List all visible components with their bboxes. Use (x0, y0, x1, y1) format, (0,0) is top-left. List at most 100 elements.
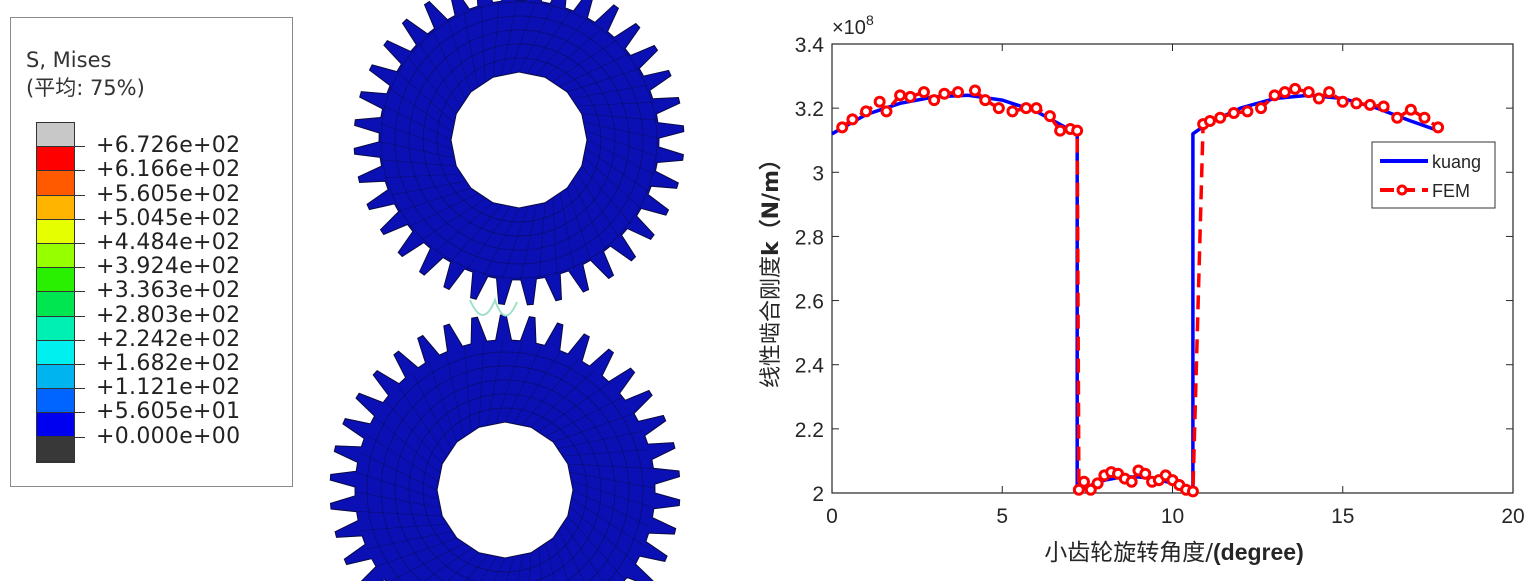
colorbar-tick (73, 339, 85, 341)
series-fem-marker (904, 90, 917, 103)
series-fem-marker (846, 113, 859, 126)
colorbar-level-label: +3.363e+02 (96, 278, 241, 304)
colorbar-tick (73, 243, 85, 244)
series-fem-marker (1043, 110, 1056, 123)
series-fem-marker (1404, 103, 1417, 116)
colorbar-swatch (37, 316, 74, 341)
series-fem-marker (1139, 467, 1152, 480)
upper-gear (353, 0, 685, 306)
colorbar-swatch (37, 219, 74, 244)
colorbar-level-label: +4.484e+02 (96, 230, 241, 255)
legend-title-averaging: (平均: 75%) (26, 76, 145, 100)
series-fem-marker (1203, 114, 1216, 127)
colorbar-tick (73, 436, 85, 438)
y-axis-label: 线性啮合刚度k（N/m） (759, 148, 784, 388)
series-fem-marker (1071, 124, 1084, 137)
colorbar (36, 122, 75, 463)
colorbar-swatch (37, 123, 74, 148)
x-tick-label: 0 (826, 505, 838, 528)
colorbar-tick (73, 315, 85, 317)
fem-gear-contour-image (305, 0, 700, 586)
colorbar-swatch (37, 268, 74, 293)
colorbar-level-label: +2.242e+02 (96, 326, 241, 352)
series-fem-marker (860, 105, 873, 118)
legend-fem-label: FEM (1432, 181, 1470, 201)
colorbar-tick (73, 388, 85, 390)
series-fem-marker (1350, 97, 1363, 110)
series-fem-marker (917, 86, 930, 99)
series-fem-marker (1268, 89, 1281, 102)
series-fem-marker (1289, 82, 1302, 95)
y-tick-label: 3.2 (795, 98, 824, 121)
series-fem-marker (1418, 111, 1431, 124)
y-tick-label: 2.4 (795, 355, 825, 378)
series-fem-marker (938, 87, 951, 100)
series-fem-marker (1278, 86, 1291, 99)
colorbar-swatch (37, 364, 74, 390)
legend-title-variable: S, Mises (26, 48, 112, 72)
series-fem-marker (1363, 98, 1376, 111)
colorbar-swatch-below-min (37, 437, 74, 462)
series-fem-marker (894, 89, 907, 102)
colorbar-tick (73, 364, 85, 365)
colorbar-tick (73, 267, 85, 269)
colorbar-level-label: +1.121e+02 (96, 375, 241, 401)
series-fem-marker (928, 94, 941, 107)
colorbar-level-label: +5.045e+02 (96, 205, 241, 231)
series-fem-marker (836, 121, 849, 134)
series-fem-marker (1214, 111, 1227, 124)
y-tick-label: 3.4 (795, 34, 825, 57)
series-fem-marker (992, 102, 1005, 115)
colorbar-level-label: +1.682e+02 (96, 351, 241, 376)
legend-kuang-label: kuang (1432, 152, 1481, 172)
y-multiplier: ×108 (832, 12, 874, 39)
colorbar-level-label: +6.166e+02 (96, 157, 241, 183)
series-fem-marker (1302, 86, 1315, 99)
colorbar-swatch (37, 147, 74, 172)
colorbar-tick (73, 412, 85, 414)
y-tick-label: 3 (812, 162, 824, 185)
lower-gear (329, 314, 681, 586)
colorbar-swatch (37, 292, 74, 317)
x-tick-label: 5 (996, 505, 1008, 528)
y-tick-label: 2.8 (795, 226, 824, 249)
series-fem-marker (1091, 477, 1104, 490)
series-fem-marker (1084, 483, 1097, 496)
colorbar-swatch (37, 389, 74, 414)
series-fem-marker (1077, 475, 1090, 488)
series-fem-marker (1072, 483, 1085, 496)
colorbar-level-label: +5.605e+01 (96, 399, 241, 425)
y-tick-label: 2 (812, 483, 824, 506)
colorbar-level-label: +5.605e+02 (96, 181, 241, 207)
series-fem-marker (969, 84, 982, 97)
colorbar-level-label: +6.726e+02 (96, 133, 241, 159)
colorbar-tick (73, 146, 85, 148)
colorbar-tick (73, 291, 85, 293)
series-fem-marker (1030, 102, 1043, 115)
series-fem-marker (1391, 111, 1404, 124)
colorbar-swatch (37, 195, 74, 220)
series-fem-marker (873, 95, 886, 108)
series-fem-marker (979, 94, 992, 107)
colorbar-swatch (37, 171, 74, 196)
colorbar-tick (73, 170, 85, 172)
series-fem-marker (1227, 106, 1240, 119)
chart-legend: kuang FEM (1371, 141, 1496, 209)
colorbar-level-label: +0.000e+00 (96, 423, 241, 449)
colorbar-level-label: +3.924e+02 (96, 254, 241, 280)
series-fem-marker (1432, 121, 1445, 134)
legend-fem-marker (1396, 184, 1408, 196)
y-tick-label: 2.2 (795, 419, 824, 442)
series-fem-marker (1312, 92, 1325, 105)
contour-legend-title: S, Mises (平均: 75%) (26, 46, 145, 102)
y-tick-label: 2.6 (795, 291, 824, 314)
meshing-gears-graphic (329, 0, 685, 586)
x-axis-label: 小齿轮旋转角度/(degree) (1044, 539, 1304, 566)
x-tick-label: 10 (1161, 505, 1184, 528)
series-fem-marker (951, 86, 964, 99)
series-fem-marker (1125, 475, 1138, 488)
colorbar-level-label: +2.803e+02 (96, 302, 241, 328)
series-fem-marker (1054, 124, 1067, 137)
colorbar-tick (73, 218, 85, 220)
